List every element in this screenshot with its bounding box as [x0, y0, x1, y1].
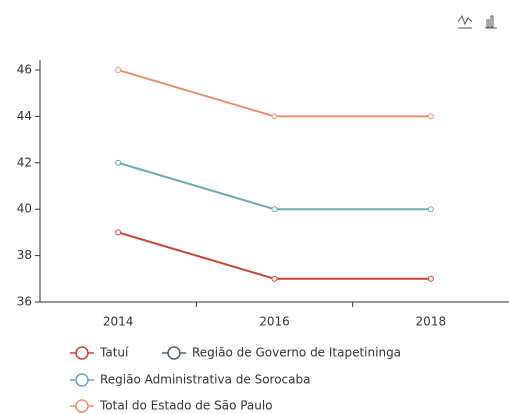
point: [271, 113, 278, 120]
line-icon[interactable]: [457, 14, 473, 26]
y-tick-label: 46: [17, 63, 32, 77]
legend-label: Tatuí: [99, 346, 129, 360]
y-tick-label: 40: [17, 202, 32, 216]
legend-label: Total do Estado de São Paulo: [99, 399, 273, 413]
point: [427, 113, 434, 120]
point: [115, 159, 122, 166]
point: [115, 229, 122, 236]
x-tick-label: 2018: [416, 315, 447, 329]
series-line: [117, 231, 431, 280]
legend-label: Região de Governo de Itapetininga: [192, 346, 401, 360]
y-tick-label: 44: [17, 109, 32, 123]
legend-label: Região Administrativa de Sorocaba: [100, 373, 310, 387]
y-tick-label: 42: [17, 155, 32, 169]
series-line: [117, 69, 431, 118]
point: [427, 206, 434, 213]
point: [271, 275, 278, 282]
x-tick-label: 2016: [259, 315, 290, 329]
legend-marker: [75, 399, 89, 413]
point: [115, 67, 122, 73]
x-tick-label: 2014: [103, 315, 134, 329]
bar-icon-part: [490, 15, 494, 28]
bar-icon[interactable]: [486, 19, 490, 28]
point: [271, 206, 278, 213]
toolbar[interactable]: [457, 14, 497, 29]
legend-marker: [167, 346, 181, 360]
y-tick-label: 36: [17, 295, 32, 309]
y-tick-label: 38: [17, 248, 32, 262]
series-line: [117, 161, 431, 211]
legend-marker: [75, 346, 89, 360]
point: [427, 275, 434, 282]
legend-marker: [75, 373, 89, 387]
